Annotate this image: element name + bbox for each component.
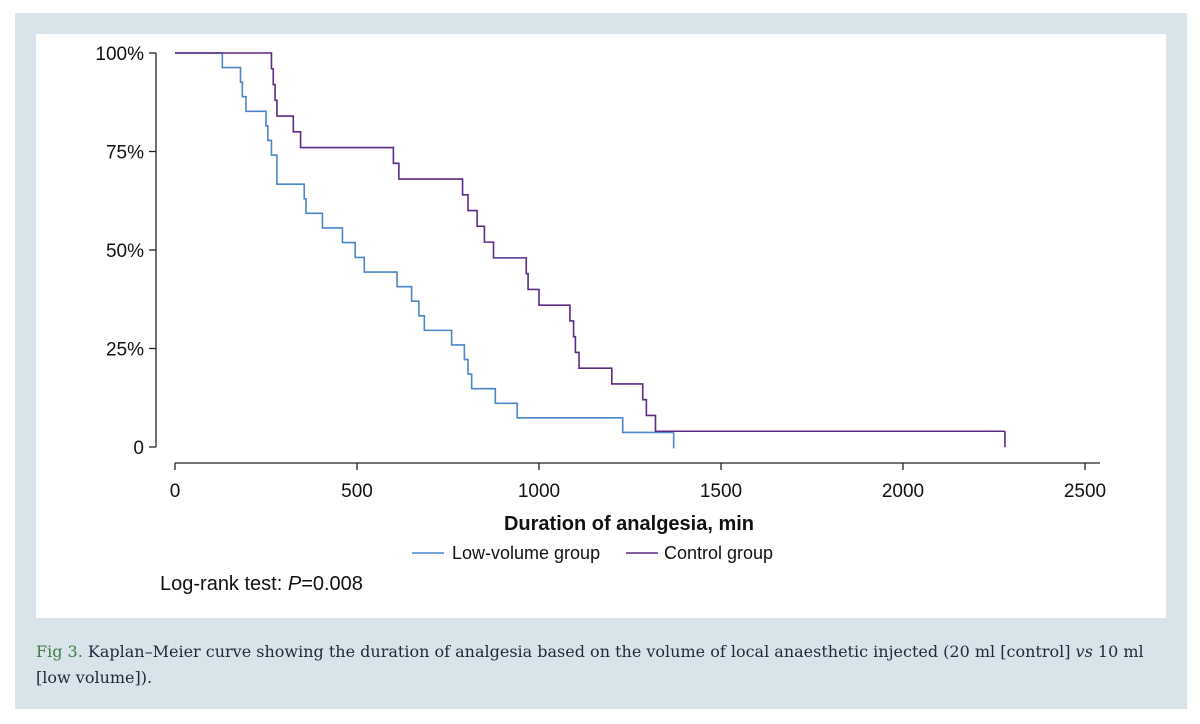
plot-panel: 0 25% 50% 75% 100% 0 500 1000 1500 2000 2500 Dura… xyxy=(36,34,1166,618)
figure-caption: Fig 3. Kaplan–Meier curve showing the du… xyxy=(36,639,1164,691)
x-axis: 0 500 1000 1500 2000 2500 xyxy=(170,462,1106,502)
kaplan-meier-chart: 0 25% 50% 75% 100% 0 500 1000 1500 2000 2500 Dura… xyxy=(95,44,1106,595)
caption-text-2: 10 ml [low volume]). xyxy=(36,642,1144,687)
legend: Low-volume group Control group xyxy=(412,543,773,563)
legend-label-control-group: Control group xyxy=(664,543,773,563)
x-tick-label: 1500 xyxy=(700,481,742,502)
caption-italic: vs xyxy=(1075,642,1093,661)
caption-text-1: Kaplan–Meier curve showing the duration … xyxy=(82,642,1076,661)
log-rank-annotation: Log-rank test: P=0.008 xyxy=(160,573,363,595)
x-tick-label: 2500 xyxy=(1064,481,1106,502)
survival-curves xyxy=(175,52,1006,449)
annotation-p: P xyxy=(288,573,302,595)
legend-label-low-volume-group: Low-volume group xyxy=(452,543,600,563)
curve-control-group xyxy=(175,52,1005,433)
x-tick-label: 2000 xyxy=(882,481,924,502)
y-tick-label: 75% xyxy=(106,143,144,164)
x-tick-label: 1000 xyxy=(518,481,560,502)
x-axis-title: Duration of analgesia, min xyxy=(504,513,754,535)
x-tick-label: 0 xyxy=(170,481,181,502)
y-tick-label: 50% xyxy=(106,241,144,262)
annotation-prefix: Log-rank test: xyxy=(160,573,288,595)
y-tick-label: 25% xyxy=(106,340,144,361)
y-axis: 0 25% 50% 75% 100% xyxy=(95,44,157,459)
y-tick-label: 0 xyxy=(133,438,144,459)
x-tick-label: 500 xyxy=(341,481,373,502)
curve-low-volume-group xyxy=(175,52,674,434)
figure-label: Fig 3. xyxy=(36,642,83,661)
y-tick-label: 100% xyxy=(95,44,144,65)
annotation-value: =0.008 xyxy=(301,573,363,595)
